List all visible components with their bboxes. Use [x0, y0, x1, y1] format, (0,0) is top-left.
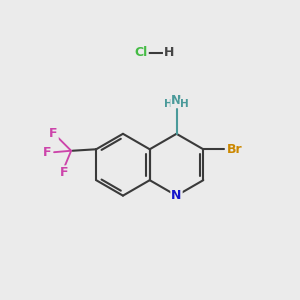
Text: H: H [164, 46, 174, 59]
Text: F: F [49, 127, 58, 140]
Text: H: H [180, 99, 189, 110]
Text: N: N [171, 189, 182, 202]
Text: N: N [171, 94, 182, 107]
Text: H: H [164, 99, 172, 110]
Text: F: F [59, 166, 68, 179]
Text: Br: Br [227, 143, 243, 156]
Text: F: F [43, 146, 52, 159]
Text: Cl: Cl [134, 46, 148, 59]
